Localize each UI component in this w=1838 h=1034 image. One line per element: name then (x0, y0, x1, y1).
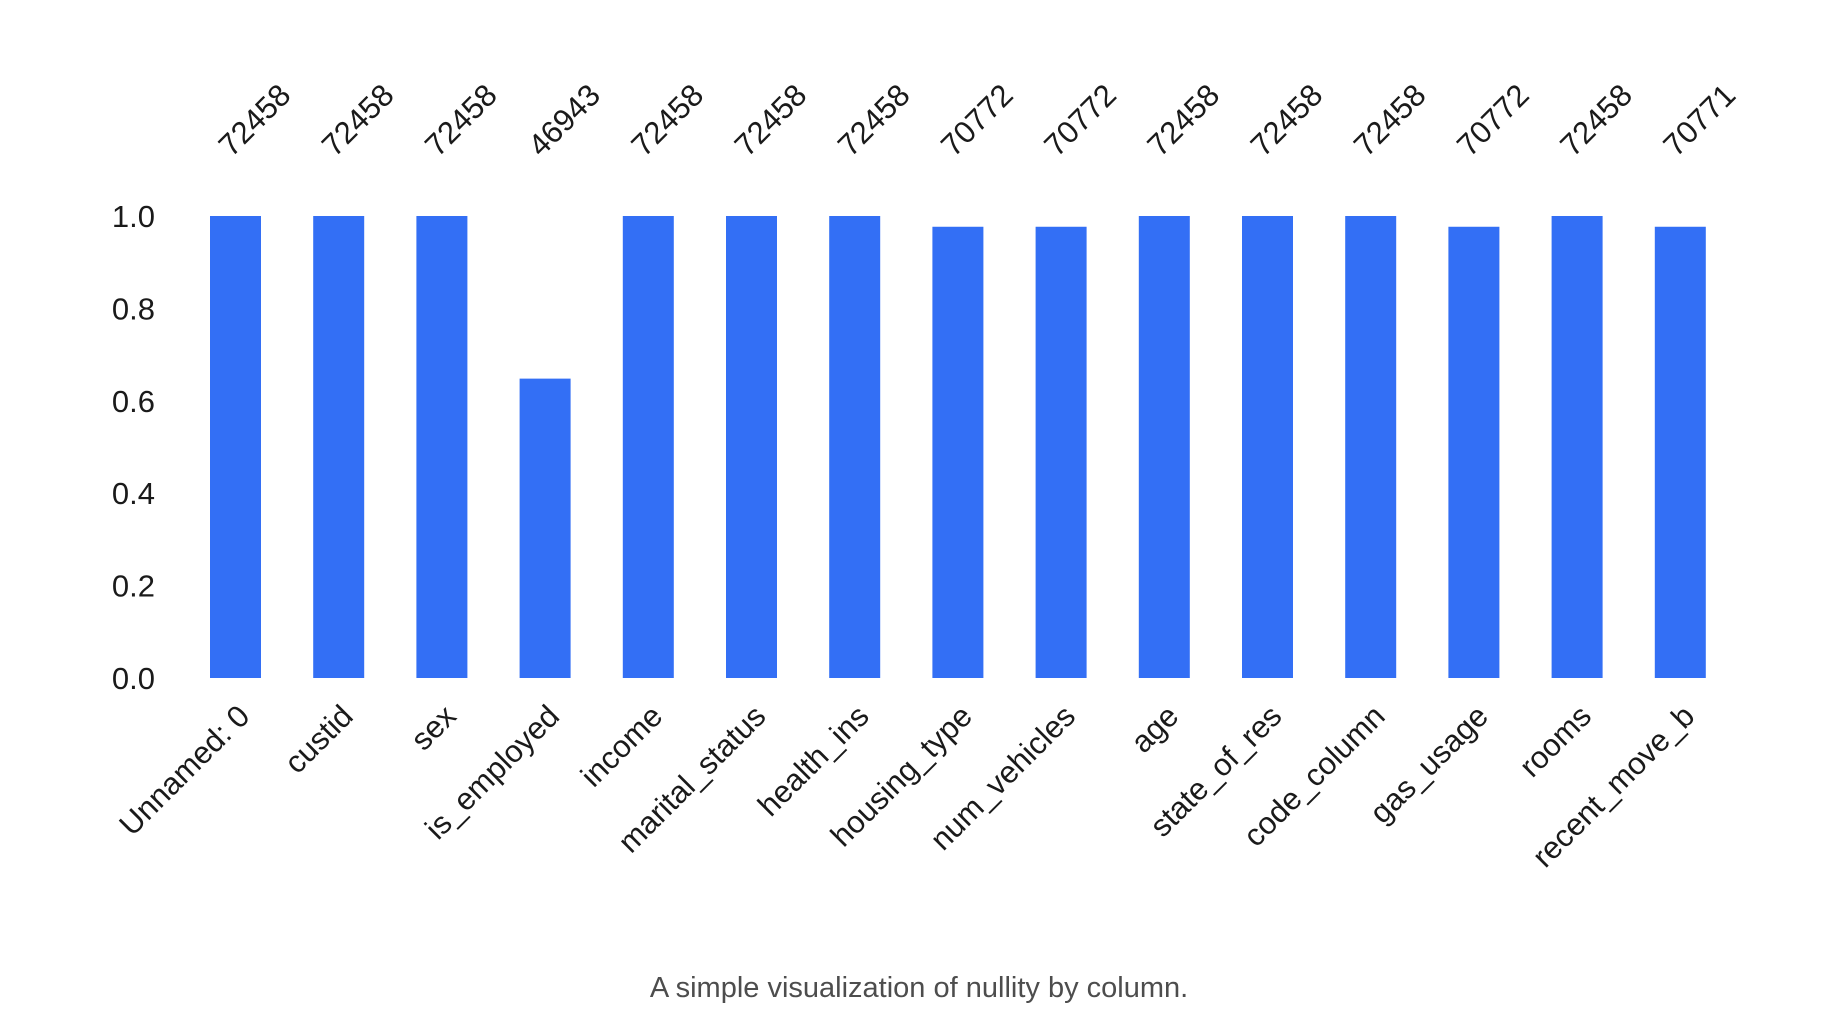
y-tick-label: 0.8 (112, 291, 155, 326)
bar (1138, 216, 1190, 678)
bars-group (210, 216, 1706, 679)
count-label: 72458 (418, 77, 504, 163)
category-label: rooms (1512, 698, 1598, 784)
count-label: 70772 (1037, 77, 1123, 163)
bar (1448, 226, 1500, 679)
count-label: 72458 (212, 77, 298, 163)
category-label: Unnamed: 0 (112, 698, 256, 842)
count-label: 72458 (315, 77, 401, 163)
bar (519, 378, 571, 678)
count-label: 72458 (1553, 77, 1639, 163)
category-label: age (1124, 698, 1185, 759)
bar (932, 226, 984, 679)
count-label: 72458 (1347, 77, 1433, 163)
count-label: 72458 (1141, 77, 1227, 163)
count-label: 70771 (1657, 77, 1743, 163)
count-label: 70772 (1450, 77, 1536, 163)
count-label: 46943 (521, 77, 607, 163)
bar (622, 216, 674, 678)
y-tick-label: 0.4 (112, 476, 155, 511)
bar (416, 216, 468, 678)
count-labels-group: 72458 72458 72458 46943 72458 72458 72458 70772… (212, 77, 1743, 163)
bar (726, 216, 777, 678)
count-label: 72458 (728, 77, 814, 163)
chart-canvas: 0.00.20.40.60.81.0 72458 72458 72458 46943 7… (112, 77, 1743, 874)
bar (313, 216, 365, 678)
bar (829, 216, 881, 678)
count-label: 72458 (1244, 77, 1330, 163)
category-label: sex (404, 698, 463, 757)
y-tick-label: 0.0 (112, 661, 155, 696)
category-label: custid (278, 698, 360, 780)
y-axis: 0.0 0.2 0.4 0.6 0.8 1.0 (112, 199, 155, 696)
category-label: income (574, 698, 669, 793)
y-tick-label: 0.6 (112, 384, 155, 419)
y-tick-label: 1.0 (112, 199, 155, 234)
bar (1242, 216, 1293, 678)
y-tick-label: 0.2 (112, 569, 155, 604)
bar (1345, 216, 1397, 678)
bar (1035, 226, 1087, 679)
bar (210, 216, 261, 678)
count-label: 70772 (934, 77, 1020, 163)
count-label: 72458 (831, 77, 917, 163)
bar (1551, 216, 1603, 678)
bar (1654, 226, 1706, 679)
count-label: 72458 (625, 77, 711, 163)
chart-caption: A simple visualization of nullity by col… (649, 972, 1189, 1004)
